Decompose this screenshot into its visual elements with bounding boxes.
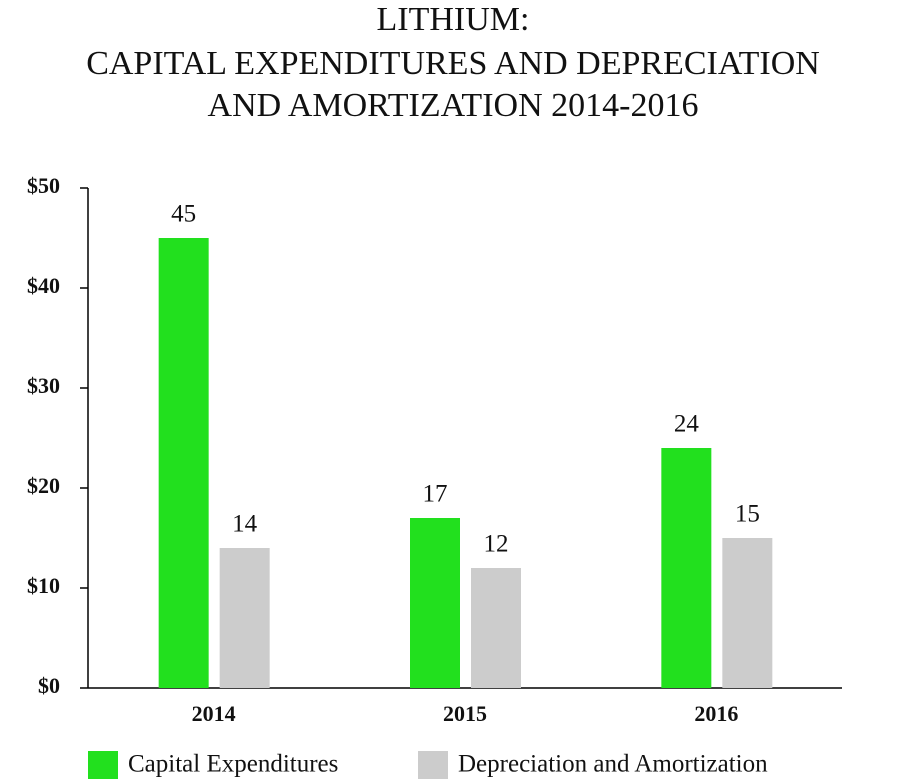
value-label: 12 (484, 531, 509, 558)
x-tick-label: 2015 (443, 701, 487, 726)
value-label: 17 (423, 481, 448, 508)
value-label: 14 (232, 511, 258, 538)
legend-swatch (88, 751, 118, 779)
bar (722, 538, 773, 688)
legend-swatch (418, 751, 448, 779)
chart-title: CAPITAL EXPENDITURES AND DEPRECIATION (86, 45, 820, 82)
y-tick-label: $50 (27, 173, 60, 198)
y-tick-label: $30 (27, 373, 60, 398)
bar (410, 518, 460, 688)
y-tick-label: $40 (27, 273, 60, 298)
chart-title: LITHIUM: (377, 1, 530, 38)
y-tick-label: $10 (27, 573, 60, 598)
x-tick-label: 2016 (694, 701, 738, 726)
value-label: 15 (735, 501, 760, 528)
value-label: 24 (674, 411, 700, 438)
bar (158, 238, 209, 688)
x-tick-label: 2014 (192, 701, 236, 726)
value-label: 45 (171, 201, 196, 228)
chart-title: AND AMORTIZATION 2014-2016 (208, 87, 699, 124)
y-tick-label: $20 (27, 473, 60, 498)
legend-label: Capital Expenditures (128, 751, 338, 778)
legend-label: Depreciation and Amortization (458, 751, 768, 778)
bar (471, 568, 521, 688)
bar (219, 548, 270, 688)
y-tick-label: $0 (38, 673, 60, 698)
bar (661, 448, 712, 688)
